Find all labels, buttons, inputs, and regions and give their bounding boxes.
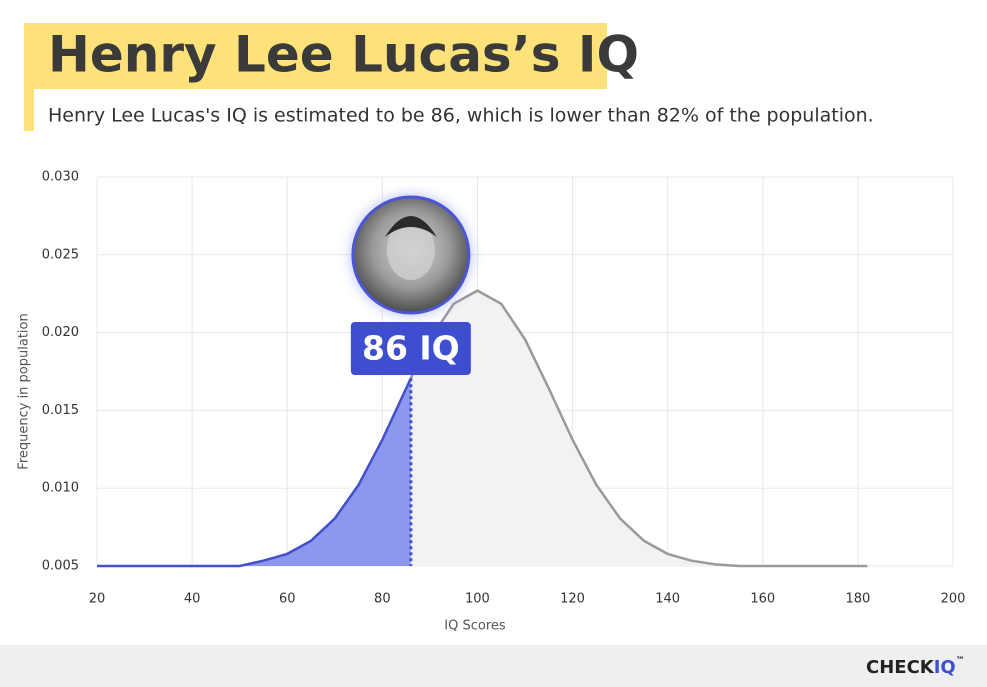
x-axis-label: IQ Scores: [444, 619, 506, 634]
x-tick-label: 60: [279, 592, 296, 607]
y-tick-label: 0.030: [42, 170, 79, 185]
y-axis-label: Frequency in population: [17, 313, 32, 469]
footer: [0, 645, 987, 687]
curve-high: [409, 289, 868, 568]
brand-name: CHECK: [866, 657, 935, 678]
area-high: [410, 290, 868, 566]
x-tick-label: 200: [941, 592, 966, 607]
curve-low: [97, 377, 413, 568]
plot: 0.005 0.010 0.015 0.020 0.025 0.030 20 40 60 80 10…: [17, 170, 966, 634]
y-tick-label: 0.015: [42, 403, 79, 418]
x-tick-label: 40: [184, 592, 201, 607]
y-tick-label: 0.005: [42, 559, 79, 574]
brand: CHECKIQ™: [866, 656, 965, 679]
marker-label: 86 IQ: [362, 329, 460, 368]
y-tick-label: 0.010: [42, 481, 79, 496]
x-tick-label: 180: [845, 592, 870, 607]
photo-head: [386, 220, 435, 280]
x-tick-label: 20: [89, 592, 106, 607]
x-tick-label: 120: [560, 592, 585, 607]
brand-accent: IQ: [934, 657, 956, 678]
x-tick-label: 100: [465, 592, 490, 607]
y-tick-label: 0.025: [42, 247, 79, 262]
y-tick-label: 0.020: [42, 325, 79, 340]
area-low: [97, 378, 411, 566]
x-tick-label: 160: [750, 592, 775, 607]
chart-title: Henry Lee Lucas’s IQ: [48, 26, 639, 84]
title-box: [24, 23, 607, 89]
brand-mark: ™: [956, 656, 965, 666]
subtitle-bar: [24, 89, 34, 131]
x-tick-label: 80: [374, 592, 391, 607]
photo-hair: [384, 216, 437, 237]
subtitle: Henry Lee Lucas's IQ is estimated to be …: [48, 105, 874, 127]
marker-label-box: [350, 322, 471, 375]
x-tick-label: 140: [655, 592, 680, 607]
